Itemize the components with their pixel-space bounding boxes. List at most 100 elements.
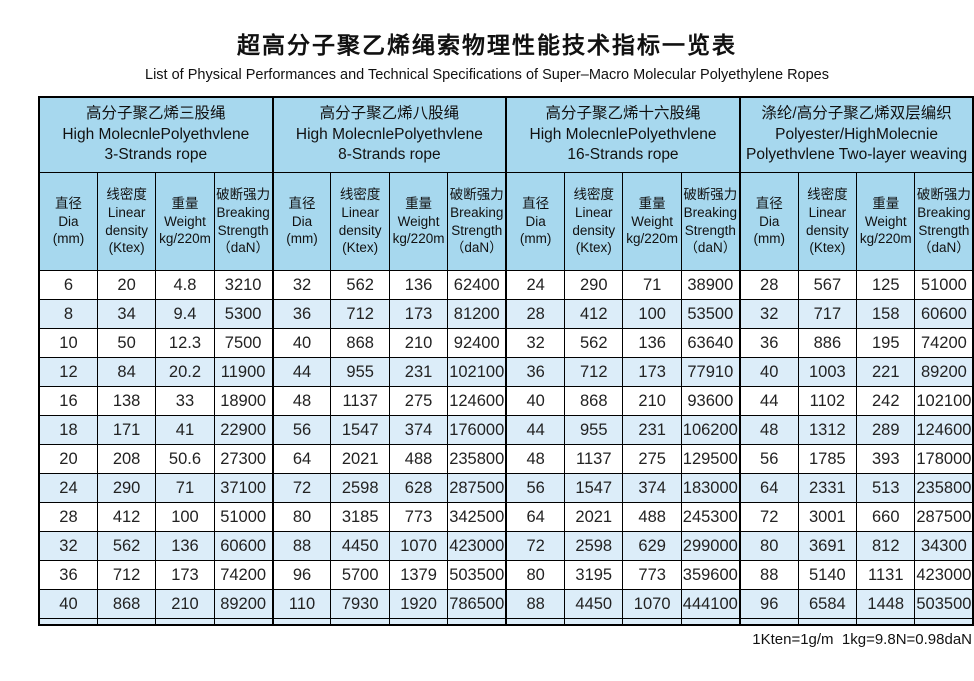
cell: 242 xyxy=(856,386,916,416)
column-header-breaking-strength: 破断强力 Breaking Strength （daN） xyxy=(447,172,507,271)
cell: 374 xyxy=(622,473,682,503)
table-row: 20 208 50.6 27300 64 2021 488 235800 48 1137 275 12… xyxy=(38,444,974,474)
strip-cell xyxy=(213,618,274,626)
cell: 51000 xyxy=(914,270,974,300)
cell: 106200 xyxy=(680,415,741,445)
cell: 88 xyxy=(271,531,332,561)
cell: 136 xyxy=(622,328,682,358)
cell: 3691 xyxy=(797,531,858,561)
cell: 629 xyxy=(622,531,682,561)
cell: 1070 xyxy=(388,531,449,561)
cell: 36 xyxy=(38,560,98,590)
cell: 88 xyxy=(738,560,799,590)
cell: 513 xyxy=(856,473,916,503)
strip-cell xyxy=(856,618,916,626)
cell: 1070 xyxy=(622,589,682,619)
strip-cell xyxy=(680,618,741,626)
strip-cell xyxy=(738,618,799,626)
specs-table: 高分子聚乙烯三股绳 High MolecnlePolyethvlene 3-St… xyxy=(38,96,974,626)
cell: 77910 xyxy=(680,357,741,387)
cell: 72 xyxy=(738,502,799,532)
cell: 393 xyxy=(856,444,916,474)
cell: 342500 xyxy=(447,502,507,532)
cell: 423000 xyxy=(447,531,507,561)
cell: 81200 xyxy=(447,299,507,329)
cell: 136 xyxy=(388,270,449,300)
cell: 712 xyxy=(96,560,157,590)
group-header-row: 高分子聚乙烯三股绳 High MolecnlePolyethvlene 3-St… xyxy=(38,96,974,173)
cell: 9.4 xyxy=(155,299,215,329)
cell: 71 xyxy=(622,270,682,300)
cell: 1312 xyxy=(797,415,858,445)
cell: 24 xyxy=(38,473,98,503)
cell: 16 xyxy=(38,386,98,416)
column-header-linear-density: 线密度 Linear density (Ktex) xyxy=(564,172,624,271)
cell: 374 xyxy=(388,415,449,445)
cell: 27300 xyxy=(213,444,274,474)
cell: 562 xyxy=(96,531,157,561)
cell: 34300 xyxy=(914,531,974,561)
group-header-two-layer: 涤纶/高分子聚乙烯双层编织 Polyester/HighMolecnie Pol… xyxy=(738,96,974,173)
cell: 20 xyxy=(38,444,98,474)
cell: 80 xyxy=(738,531,799,561)
cell: 88 xyxy=(505,589,566,619)
cell: 287500 xyxy=(914,502,974,532)
cell: 22900 xyxy=(213,415,274,445)
cell: 158 xyxy=(856,299,916,329)
cell: 89200 xyxy=(914,357,974,387)
cell: 50.6 xyxy=(155,444,215,474)
cell: 173 xyxy=(155,560,215,590)
cell: 178000 xyxy=(914,444,974,474)
cell: 62400 xyxy=(447,270,507,300)
cell: 4450 xyxy=(564,589,624,619)
cell: 786500 xyxy=(447,589,507,619)
cell: 503500 xyxy=(447,560,507,590)
cell: 717 xyxy=(797,299,858,329)
column-header-dia: 直径 Dia (mm) xyxy=(505,172,566,271)
cell: 235800 xyxy=(447,444,507,474)
cell: 773 xyxy=(622,560,682,590)
cell: 1547 xyxy=(330,415,390,445)
cell: 299000 xyxy=(680,531,741,561)
strip-cell xyxy=(564,618,624,626)
column-header-dia: 直径 Dia (mm) xyxy=(738,172,799,271)
cell: 210 xyxy=(622,386,682,416)
cell: 80 xyxy=(271,502,332,532)
cell: 96 xyxy=(271,560,332,590)
cell: 1379 xyxy=(388,560,449,590)
cell: 221 xyxy=(856,357,916,387)
cell: 208 xyxy=(96,444,157,474)
column-header-dia: 直径 Dia (mm) xyxy=(271,172,332,271)
cell: 2331 xyxy=(797,473,858,503)
cell: 812 xyxy=(856,531,916,561)
cell: 4.8 xyxy=(155,270,215,300)
cell: 183000 xyxy=(680,473,741,503)
cell: 176000 xyxy=(447,415,507,445)
column-header-breaking-strength: 破断强力 Breaking Strength （daN） xyxy=(213,172,274,271)
cell: 173 xyxy=(622,357,682,387)
cell: 32 xyxy=(38,531,98,561)
cell: 2598 xyxy=(564,531,624,561)
cell: 50 xyxy=(96,328,157,358)
cell: 71 xyxy=(155,473,215,503)
cell: 100 xyxy=(155,502,215,532)
cell: 102100 xyxy=(447,357,507,387)
strip-cell xyxy=(38,618,98,626)
strip-cell xyxy=(447,618,507,626)
table-row: 28 412 100 51000 80 3185 773 342500 64 2021 488 245… xyxy=(38,502,974,532)
table-row: 18 171 41 22900 56 1547 374 176000 44 955 231 10620… xyxy=(38,415,974,445)
column-header-linear-density: 线密度 Linear density (Ktex) xyxy=(797,172,858,271)
cell: 567 xyxy=(797,270,858,300)
strip-cell xyxy=(271,618,332,626)
group-header-8-strands: 高分子聚乙烯八股绳 High MolecnlePolyethvlene 8-St… xyxy=(271,96,507,173)
cell: 63640 xyxy=(680,328,741,358)
table-row: 40 868 210 89200 110 7930 1920 786500 88 4450 1070… xyxy=(38,589,974,619)
cell: 7500 xyxy=(213,328,274,358)
column-header-row: 直径 Dia (mm) 线密度 Linear density (Ktex) 重量 W… xyxy=(38,172,974,271)
cell: 173 xyxy=(388,299,449,329)
cell: 1920 xyxy=(388,589,449,619)
cell: 92400 xyxy=(447,328,507,358)
cell: 2598 xyxy=(330,473,390,503)
cell: 24 xyxy=(505,270,566,300)
cell: 503500 xyxy=(914,589,974,619)
